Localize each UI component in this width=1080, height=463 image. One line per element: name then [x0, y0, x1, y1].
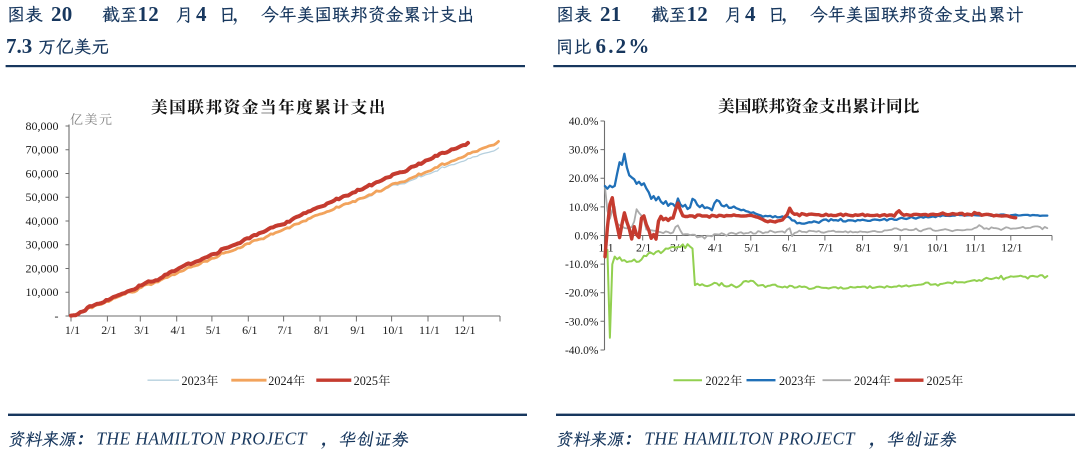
svg-text:2/1: 2/1	[636, 241, 651, 255]
svg-text:8/1: 8/1	[314, 323, 329, 337]
svg-text:10.0%: 10.0%	[569, 202, 599, 214]
svg-text:10/1: 10/1	[382, 323, 403, 337]
svg-text:THE HAMILTON PROJECT: THE HAMILTON PROJECT	[644, 429, 855, 449]
svg-text:20,000: 20,000	[26, 262, 59, 276]
svg-text:40.0%: 40.0%	[569, 116, 599, 128]
svg-text:6.2%: 6.2%	[596, 34, 652, 58]
svg-text:5/1: 5/1	[744, 241, 759, 255]
svg-text:-20.0%: -20.0%	[565, 288, 599, 300]
svg-text:-: -	[55, 309, 59, 323]
svg-text:10,000: 10,000	[26, 285, 59, 299]
svg-text:4: 4	[196, 2, 207, 26]
svg-text:2023: 2023	[182, 374, 206, 388]
svg-text:9/1: 9/1	[894, 241, 909, 255]
svg-text:7.3: 7.3	[6, 34, 32, 58]
svg-text:2/1: 2/1	[101, 323, 116, 337]
svg-text:40,000: 40,000	[26, 214, 59, 228]
svg-text:11/1: 11/1	[419, 323, 440, 337]
svg-text:20.0%: 20.0%	[569, 173, 599, 185]
svg-text:2025: 2025	[927, 374, 951, 388]
svg-text:6/1: 6/1	[242, 323, 257, 337]
svg-text:1/1: 1/1	[65, 323, 80, 337]
svg-text:10/1: 10/1	[927, 241, 948, 255]
svg-text:2024: 2024	[268, 374, 292, 388]
svg-text:2024: 2024	[854, 374, 878, 388]
svg-text:6/1: 6/1	[782, 241, 797, 255]
svg-text:80,000: 80,000	[26, 119, 59, 133]
svg-text:50,000: 50,000	[26, 190, 59, 204]
svg-text:20: 20	[51, 2, 72, 26]
svg-text:4: 4	[745, 2, 756, 26]
svg-text:9/1: 9/1	[350, 323, 365, 337]
svg-text:2022: 2022	[706, 374, 730, 388]
svg-text:4/1: 4/1	[171, 323, 186, 337]
svg-text:7/1: 7/1	[277, 323, 292, 337]
svg-text:7/1: 7/1	[818, 241, 833, 255]
svg-text:-30.0%: -30.0%	[565, 316, 599, 328]
svg-text:12: 12	[138, 2, 159, 26]
svg-text:12/1: 12/1	[1001, 241, 1022, 255]
svg-text:70,000: 70,000	[26, 143, 59, 157]
svg-text:-10.0%: -10.0%	[565, 259, 599, 271]
svg-text:2025: 2025	[354, 374, 378, 388]
svg-text:21: 21	[600, 2, 621, 26]
svg-text:3/1: 3/1	[134, 323, 149, 337]
svg-text:0.0%: 0.0%	[575, 231, 599, 243]
svg-text:30,000: 30,000	[26, 238, 59, 252]
svg-text:30.0%: 30.0%	[569, 145, 599, 157]
svg-text:60,000: 60,000	[26, 167, 59, 181]
svg-text:12: 12	[687, 2, 708, 26]
svg-text:11/1: 11/1	[965, 241, 986, 255]
svg-text:8/1: 8/1	[856, 241, 871, 255]
svg-text:12/1: 12/1	[454, 323, 475, 337]
svg-text:5/1: 5/1	[206, 323, 221, 337]
svg-text:4/1: 4/1	[708, 241, 723, 255]
svg-text:THE HAMILTON PROJECT: THE HAMILTON PROJECT	[96, 429, 307, 449]
svg-text:2023: 2023	[779, 374, 803, 388]
svg-text:-40.0%: -40.0%	[565, 345, 599, 357]
